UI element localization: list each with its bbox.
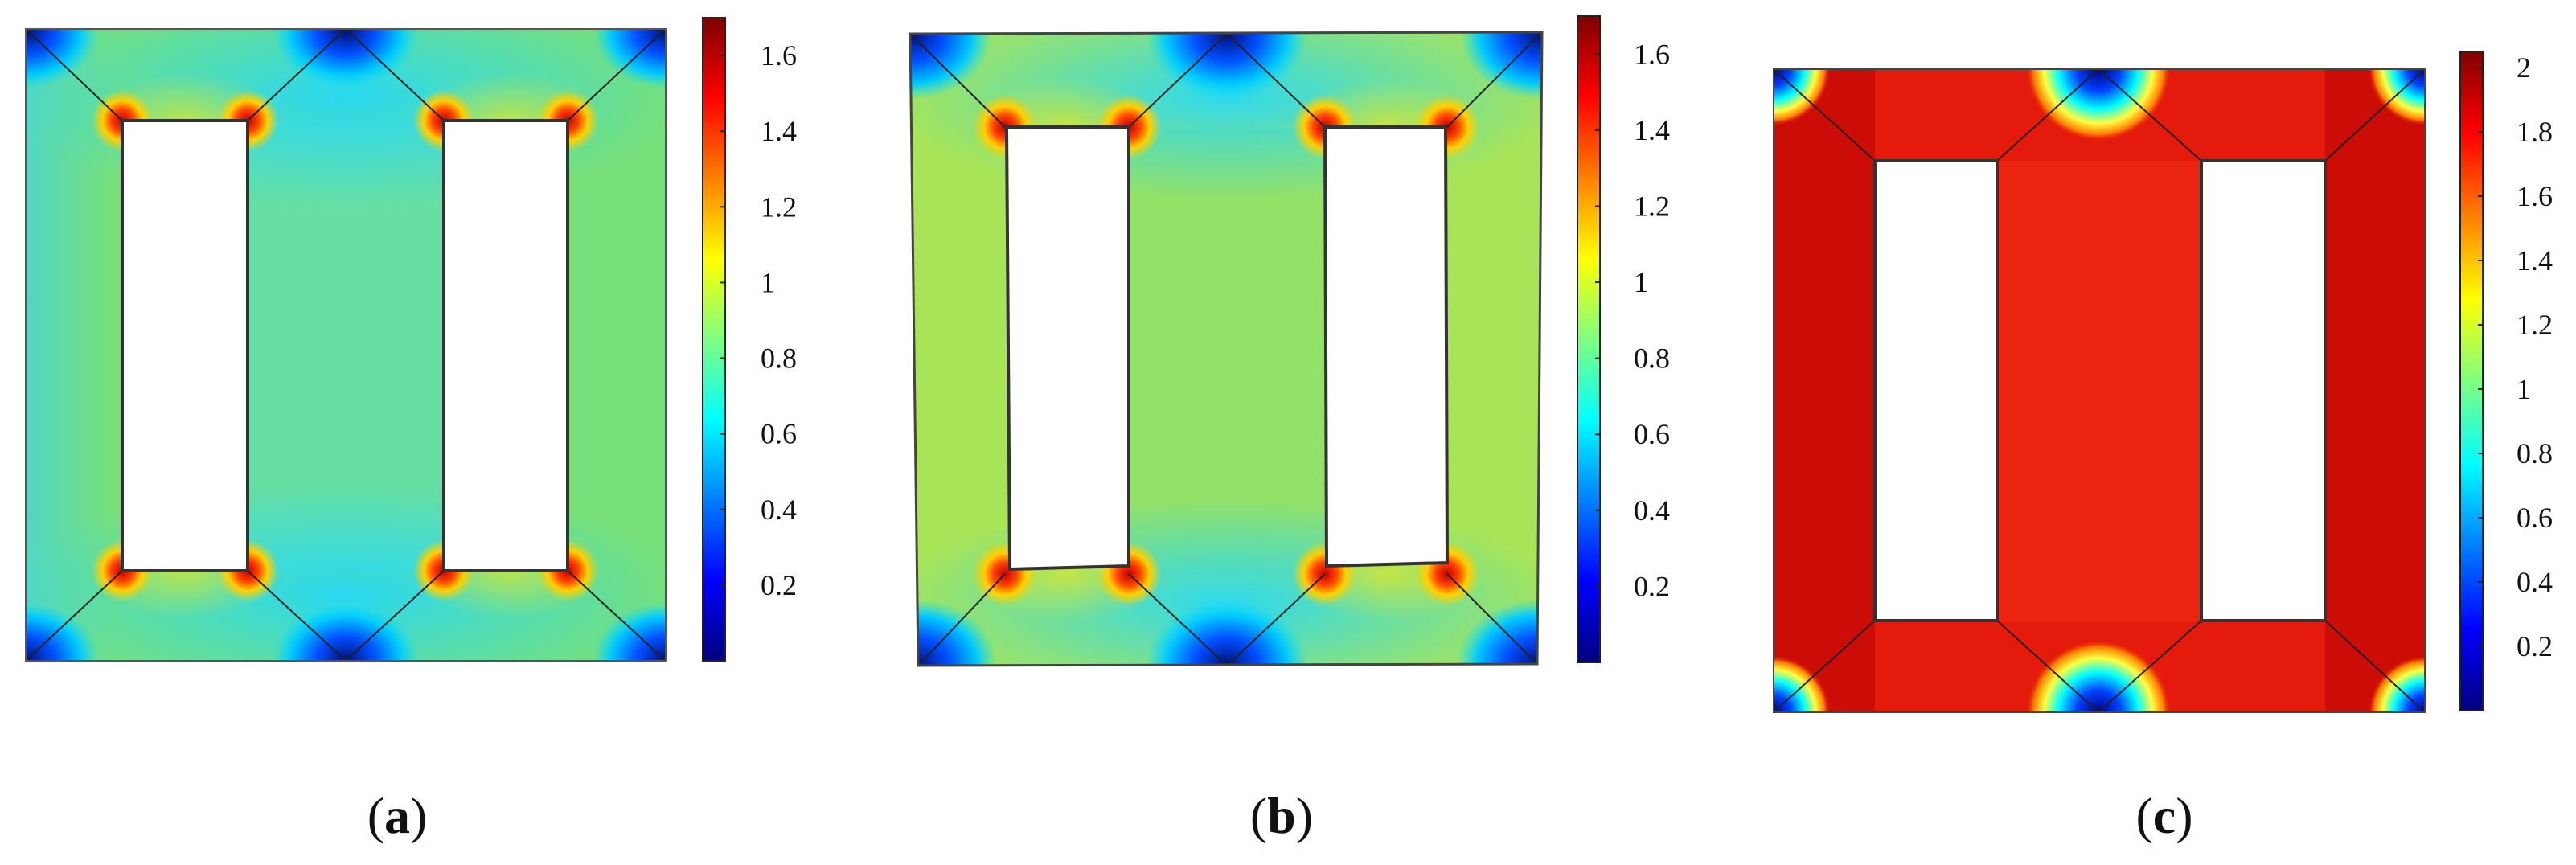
colorbar-tick-label: 0.2 [1634, 570, 1670, 602]
colorbar-tick-label: 1.4 [2517, 244, 2553, 277]
panel-b-opening-left [1004, 125, 1130, 572]
panel-a-opening-left [121, 119, 249, 572]
panel-c: 0.2 0.4 0.6 0.8 1 1.2 1.4 1.6 1.8 2 (c) [1773, 51, 2553, 844]
colorbar-tick-label: 2 [2517, 51, 2531, 84]
panel-b-colorbar: 0.2 0.4 0.6 0.8 1 1.2 1.4 1.6 [1577, 15, 1670, 663]
panel-c-caption: (c) [2135, 787, 2192, 844]
colorbar-tick-label: 1.8 [2517, 116, 2553, 148]
panel-a-colorbar: 0.2 0.4 0.6 0.8 1 1.2 1.4 1.6 [702, 17, 797, 662]
colorbar-tick-label: 0.8 [2517, 437, 2553, 469]
panel-c-field [1774, 69, 2425, 712]
panel-b-opening-right [1323, 125, 1450, 568]
panel-a: 0.2 0.4 0.6 0.8 1 1.2 1.4 1.6 (a) [25, 17, 797, 844]
colorbar-tick-label: 1.4 [1634, 114, 1670, 146]
colorbar-tick-label: 1.2 [761, 191, 797, 223]
colorbar-tick-label: 1.6 [1634, 38, 1670, 70]
colorbar-tick-label: 0.4 [761, 494, 797, 526]
panel-a-field [26, 29, 666, 661]
colorbar-tick-label: 0.6 [761, 418, 797, 450]
colorbar-tick-label: 0.6 [1634, 418, 1670, 450]
colorbar-tick-label: 1.2 [1634, 190, 1670, 222]
colorbar-tick-label: 1 [761, 266, 775, 298]
panel-a-caption: (a) [367, 787, 428, 844]
panel-a-opening-right [442, 119, 569, 572]
panel-c-colorbar: 0.2 0.4 0.6 0.8 1 1.2 1.4 1.6 1.8 2 [2459, 51, 2553, 711]
colorbar-tick-label: 1.6 [2517, 180, 2553, 212]
panel-b: 0.2 0.4 0.6 0.8 1 1.2 1.4 1.6 (b) [909, 15, 1670, 844]
colorbar-tick-label: 0.4 [1634, 494, 1670, 527]
colorbar-tick-label: 0.8 [1634, 342, 1670, 375]
panel-b-caption: (b) [1250, 787, 1313, 844]
colorbar-tick-label: 0.6 [2517, 502, 2553, 534]
colorbar-tick-label: 1.4 [761, 115, 797, 147]
colorbar-tick-label: 1.6 [761, 39, 797, 72]
panel-c-opening-left [1873, 159, 1999, 622]
colorbar-tick-label: 0.2 [761, 569, 797, 601]
colorbar-tick-label: 0.4 [2517, 566, 2553, 598]
colorbar-tick-label: 0.2 [2517, 630, 2553, 662]
panel-c-opening-right [2200, 159, 2327, 622]
colorbar-tick-label: 1 [1634, 266, 1648, 298]
colorbar-tick-label: 1.2 [2517, 309, 2553, 341]
colorbar-tick-label: 0.8 [761, 342, 797, 375]
colorbar-tick-label: 1 [2517, 373, 2531, 405]
panel-b-field [910, 32, 1542, 666]
